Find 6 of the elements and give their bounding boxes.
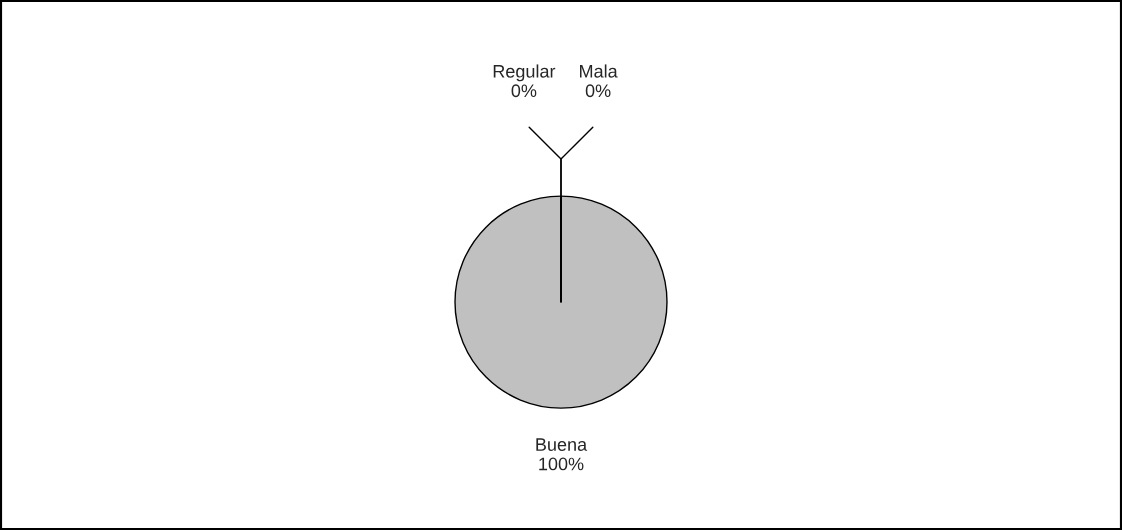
data-label: 100% — [539, 457, 584, 471]
text: 0% — [585, 84, 611, 98]
slice-label: Buena — [536, 438, 588, 451]
text: 0% — [511, 84, 537, 98]
category-label: Mala — [580, 64, 618, 78]
category-label: Regular — [493, 64, 556, 82]
